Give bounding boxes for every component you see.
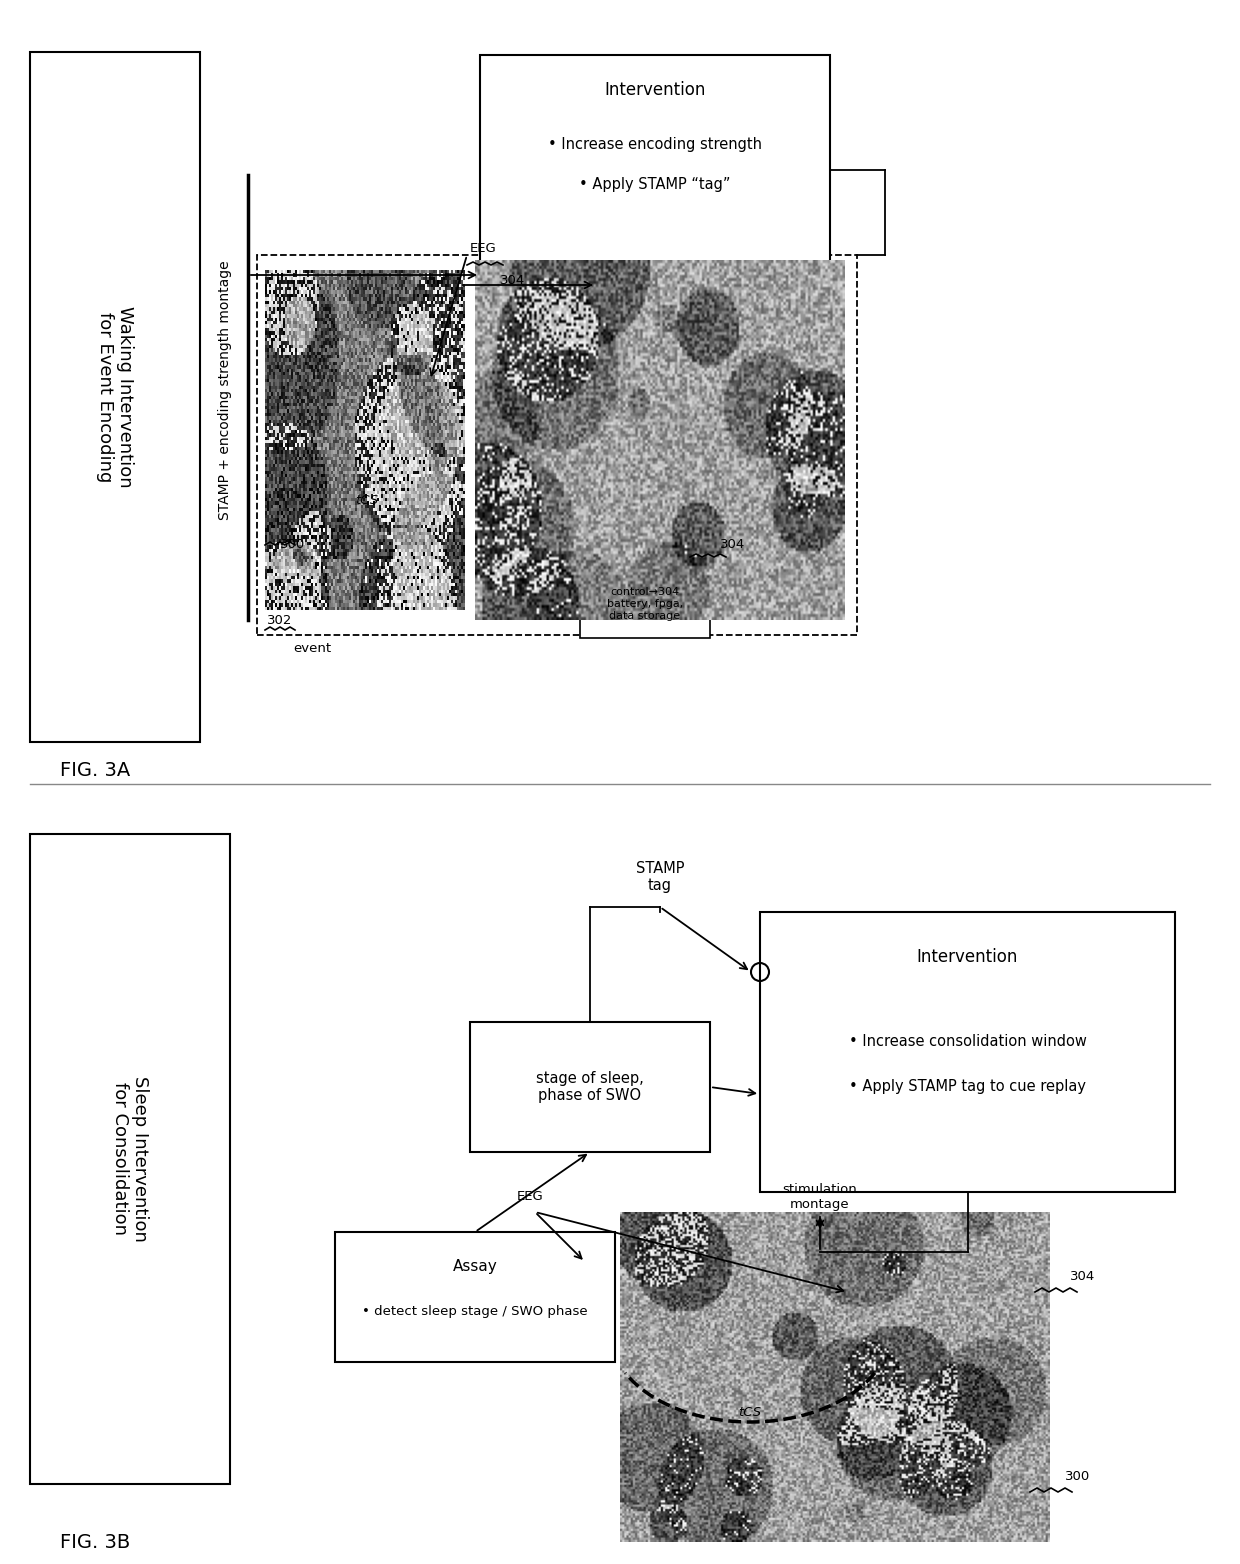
Text: 300: 300 (1065, 1470, 1090, 1484)
Bar (760, 912, 1176, 1192)
Text: 300: 300 (280, 538, 305, 552)
Text: • Increase encoding strength: • Increase encoding strength (548, 138, 763, 153)
Text: 302: 302 (267, 613, 293, 627)
Text: EEG: EEG (470, 241, 497, 255)
Text: stage of sleep,
phase of SWO: stage of sleep, phase of SWO (536, 1071, 644, 1103)
Text: Intervention: Intervention (916, 948, 1018, 967)
Bar (580, 569, 711, 638)
Text: 304: 304 (1070, 1270, 1095, 1284)
Bar (470, 1021, 711, 1153)
Bar (480, 55, 830, 285)
Text: Assay: Assay (453, 1259, 497, 1275)
Text: STAMP
tag: STAMP tag (636, 860, 684, 893)
Text: Sleep Intervention
for Consolidation: Sleep Intervention for Consolidation (110, 1076, 149, 1242)
Text: • Increase consolidation window: • Increase consolidation window (848, 1034, 1086, 1049)
Bar (335, 1232, 615, 1362)
Text: • Apply STAMP tag to cue replay: • Apply STAMP tag to cue replay (849, 1079, 1086, 1095)
Text: tCS: tCS (355, 494, 378, 507)
Text: control→304
battery, fpga,
data storage: control→304 battery, fpga, data storage (606, 588, 683, 621)
Text: tCS: tCS (739, 1406, 761, 1419)
Text: 304: 304 (500, 274, 526, 286)
Bar (30, 52, 200, 741)
Text: Intervention: Intervention (604, 81, 706, 99)
Text: STAMP + encoding strength montage: STAMP + encoding strength montage (218, 260, 232, 519)
Bar (30, 834, 229, 1484)
Text: Waking Intervention
for Event Encoding: Waking Intervention for Event Encoding (95, 307, 134, 488)
Text: 304: 304 (720, 538, 745, 552)
Text: • Apply STAMP “tag”: • Apply STAMP “tag” (579, 177, 730, 192)
Text: event: event (293, 641, 331, 654)
Text: • detect sleep stage / SWO phase: • detect sleep stage / SWO phase (362, 1306, 588, 1318)
Text: EEG: EEG (517, 1190, 543, 1204)
Text: stimulation
montage: stimulation montage (782, 1182, 857, 1211)
Text: FIG. 3B: FIG. 3B (60, 1533, 130, 1551)
Text: FIG. 3A: FIG. 3A (60, 760, 130, 779)
Bar (257, 255, 857, 635)
